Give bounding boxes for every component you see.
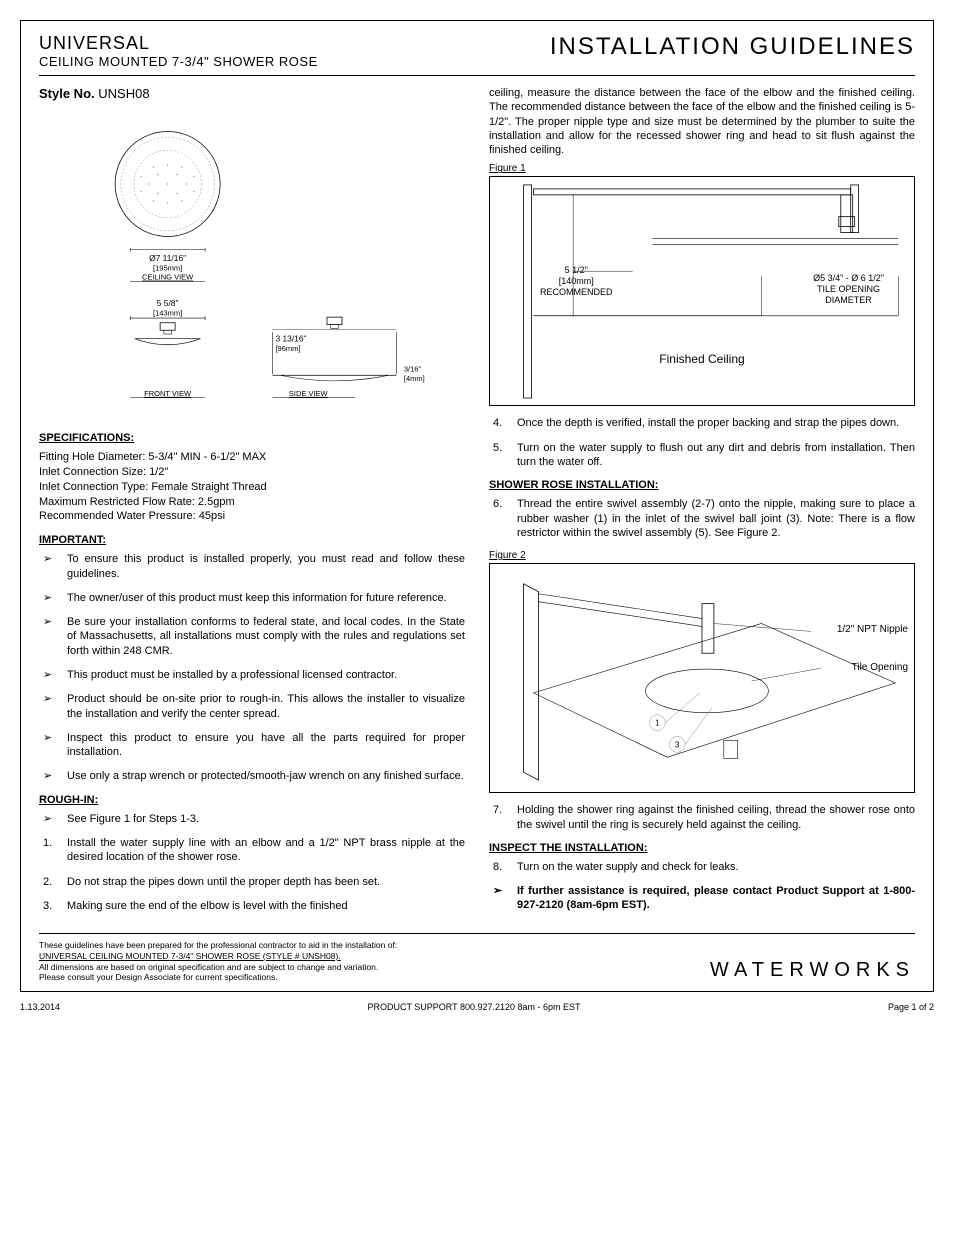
roughin-s2-text: Do not strap the pipes down until the pr… xyxy=(67,876,380,888)
important-b4: This product must be installed by a prof… xyxy=(39,668,465,682)
side-dim-text: 3 13/16" xyxy=(275,334,306,344)
important-b3: Be sure your installation conforms to fe… xyxy=(39,615,465,658)
footer-text: These guidelines have been prepared for … xyxy=(39,940,397,983)
important-b6: Inspect this product to ensure you have … xyxy=(39,731,465,760)
spec-l1: Fitting Hole Diameter: 5-3/4" MIN - 6-1/… xyxy=(39,450,465,465)
roughin-pre: See Figure 1 for Steps 1-3. xyxy=(39,812,465,826)
footer-l3: All dimensions are based on original spe… xyxy=(39,962,397,973)
header-left: UNIVERSAL CEILING MOUNTED 7-3/4" SHOWER … xyxy=(39,33,318,69)
figure1-box: 5 1/2" [140mm] RECOMMENDED Ø5 3/4" - Ø 6… xyxy=(489,176,915,406)
footer-support: PRODUCT SUPPORT 800.927.2120 8am - 6pm E… xyxy=(367,1002,580,1012)
spec-l2: Inlet Connection Size: 1/2" xyxy=(39,465,465,480)
ceiling-label-text: CEILING VIEW xyxy=(142,273,194,282)
front-label-text: FRONT VIEW xyxy=(144,389,192,398)
footer-l1: These guidelines have been prepared for … xyxy=(39,940,397,951)
roughin-s3: 3.Making sure the end of the elbow is le… xyxy=(39,899,465,913)
continued-text: ceiling, measure the distance between th… xyxy=(489,86,915,157)
product-diagram: Ø7 11/16" [195mm] CEILING VIEW 5 5/8" [1… xyxy=(39,109,465,409)
fig2-tile: Tile Opening xyxy=(852,662,908,673)
step7-list: 7.Holding the shower ring against the fi… xyxy=(489,803,915,832)
step6-list: 6.Thread the entire swivel assembly (2-7… xyxy=(489,497,915,540)
important-list: To ensure this product is installed prop… xyxy=(39,552,465,784)
step5: 5.Turn on the water supply to flush out … xyxy=(489,441,915,470)
fig1-rec: RECOMMENDED xyxy=(540,287,613,297)
spec-l3: Inlet Connection Type: Female Straight T… xyxy=(39,480,465,495)
step5-text: Turn on the water supply to flush out an… xyxy=(517,442,915,468)
figure1-label: Figure 1 xyxy=(489,163,915,174)
waterworks-logo: WATERWORKS xyxy=(710,958,915,983)
support-note: If further assistance is required, pleas… xyxy=(489,884,915,913)
specs-head: SPECIFICATIONS: xyxy=(39,432,465,444)
header: UNIVERSAL CEILING MOUNTED 7-3/4" SHOWER … xyxy=(39,33,915,76)
footer-page: Page 1 of 2 xyxy=(888,1002,934,1012)
roughin-steps: 1.Install the water supply line with an … xyxy=(39,836,465,913)
footer-l2: UNIVERSAL CEILING MOUNTED 7-3/4" SHOWER … xyxy=(39,951,397,962)
roughin-s3-text: Making sure the end of the elbow is leve… xyxy=(67,900,348,912)
fig1-dim-val: 5 1/2" xyxy=(565,265,588,275)
style-no-label: Style No. xyxy=(39,86,95,101)
step8: 8.Turn on the water supply and check for… xyxy=(489,860,915,874)
figure2-svg: 1 3 xyxy=(490,564,914,792)
fig1-mm: [140mm] xyxy=(559,276,594,286)
front-dim-text: 5 5/8" xyxy=(157,298,179,308)
figure2-label: Figure 2 xyxy=(489,550,915,561)
fig1-finished: Finished Ceiling xyxy=(490,352,914,366)
roughin-head: ROUGH-IN: xyxy=(39,794,465,806)
roughin-s1: 1.Install the water supply line with an … xyxy=(39,836,465,865)
doc-title: INSTALLATION GUIDELINES xyxy=(550,33,915,61)
spec-l5: Recommended Water Pressure: 45psi xyxy=(39,509,465,524)
side-mm-text: [96mm] xyxy=(275,344,300,353)
important-b7: Use only a strap wrench or protected/smo… xyxy=(39,769,465,783)
left-column: Style No. UNSH08 xyxy=(39,86,465,923)
roughin-s2: 2.Do not strap the pipes down until the … xyxy=(39,875,465,889)
ceiling-dim-text: Ø7 11/16" xyxy=(149,253,186,263)
step8-list: 8.Turn on the water supply and check for… xyxy=(489,860,915,874)
right-column: ceiling, measure the distance between th… xyxy=(489,86,915,923)
footer-top: These guidelines have been prepared for … xyxy=(39,933,915,983)
step4: 4.Once the depth is verified, install th… xyxy=(489,416,915,430)
footer-bottom: 1.13.2014 PRODUCT SUPPORT 800.927.2120 8… xyxy=(20,1002,934,1012)
step6: 6.Thread the entire swivel assembly (2-7… xyxy=(489,497,915,540)
important-head: IMPORTANT: xyxy=(39,534,465,546)
footer-l4: Please consult your Design Associate for… xyxy=(39,972,397,983)
fig2-npt: 1/2" NPT Nipple xyxy=(837,624,908,635)
step7: 7.Holding the shower ring against the fi… xyxy=(489,803,915,832)
brand-name: UNIVERSAL xyxy=(39,33,318,54)
important-b2: The owner/user of this product must keep… xyxy=(39,591,465,605)
style-no-value: UNSH08 xyxy=(98,86,149,101)
step6-text: Thread the entire swivel assembly (2-7) … xyxy=(517,498,915,539)
product-subtitle: CEILING MOUNTED 7-3/4" SHOWER ROSE xyxy=(39,54,318,69)
inspect-head: INSPECT THE INSTALLATION: xyxy=(489,842,915,854)
fig1-tile: Ø5 3/4" - Ø 6 1/2" TILE OPENING DIAMETER xyxy=(813,273,884,305)
footer-date: 1.13.2014 xyxy=(20,1002,60,1012)
roughin-pre-list: See Figure 1 for Steps 1-3. xyxy=(39,812,465,826)
fig2-n3-text: 3 xyxy=(675,741,680,750)
page-border: UNIVERSAL CEILING MOUNTED 7-3/4" SHOWER … xyxy=(20,20,934,992)
spec-l4: Maximum Restricted Flow Rate: 2.5gpm xyxy=(39,495,465,510)
fig1-dim: 5 1/2" [140mm] RECOMMENDED xyxy=(540,265,613,297)
content-columns: Style No. UNSH08 xyxy=(39,86,915,923)
side-label-text: SIDE VIEW xyxy=(289,389,329,398)
figure2-box: 1 3 1/2" NPT Nipple Tile Opening xyxy=(489,563,915,793)
fig2-n1-text: 1 xyxy=(655,719,660,728)
important-b5: Product should be on-site prior to rough… xyxy=(39,692,465,721)
support-list: If further assistance is required, pleas… xyxy=(489,884,915,913)
ceiling-mm-text: [195mm] xyxy=(153,263,182,272)
shower-rose-head: SHOWER ROSE INSTALLATION: xyxy=(489,479,915,491)
step8-text: Turn on the water supply and check for l… xyxy=(517,861,739,873)
side-h-mm-text: [4mm] xyxy=(404,374,425,383)
steps-4-5: 4.Once the depth is verified, install th… xyxy=(489,416,915,469)
roughin-s1-text: Install the water supply line with an el… xyxy=(67,837,465,863)
front-mm-text: [143mm] xyxy=(153,308,182,317)
style-number: Style No. UNSH08 xyxy=(39,86,465,101)
step4-text: Once the depth is verified, install the … xyxy=(517,417,899,429)
step7-text: Holding the shower ring against the fini… xyxy=(517,804,915,830)
side-h-text: 3/16" xyxy=(404,365,422,374)
important-b1: To ensure this product is installed prop… xyxy=(39,552,465,581)
